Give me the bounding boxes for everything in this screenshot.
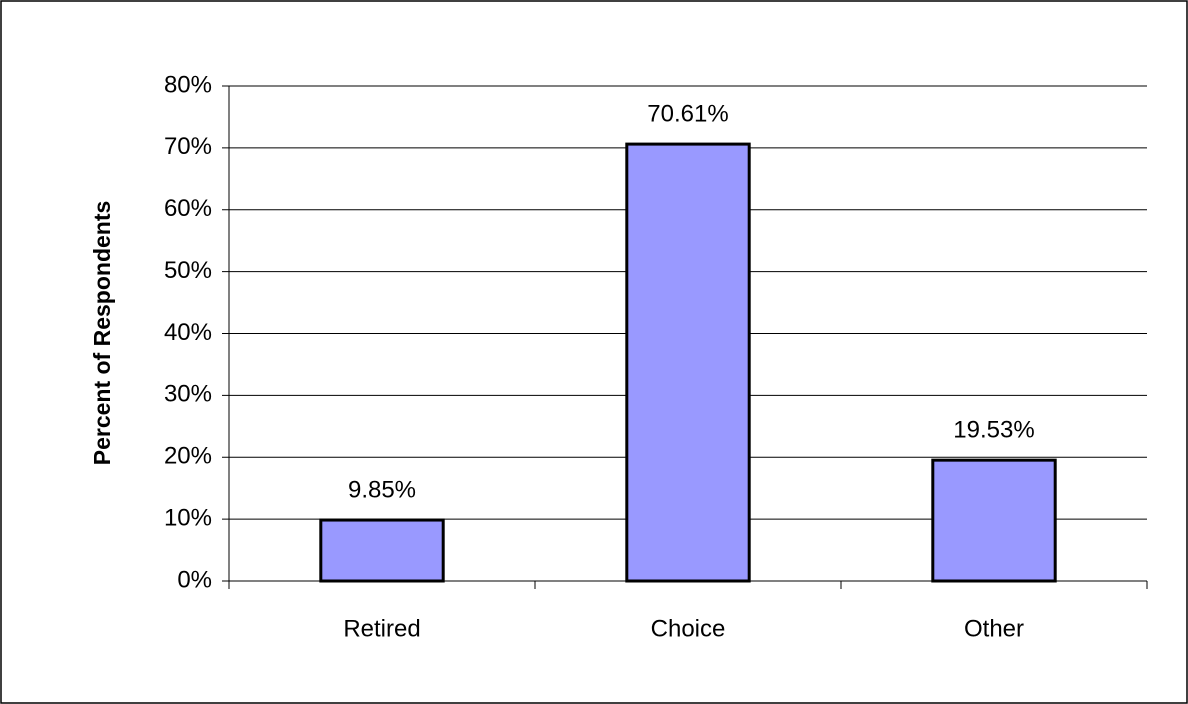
bar bbox=[625, 142, 751, 583]
y-tick-label: 40% bbox=[164, 319, 212, 346]
y-tick-label: 80% bbox=[164, 71, 212, 98]
bar bbox=[319, 518, 445, 583]
y-tick-label: 20% bbox=[164, 443, 212, 470]
value-label: 9.85% bbox=[348, 476, 416, 503]
y-tick-label: 10% bbox=[164, 504, 212, 531]
x-tick-label: Other bbox=[964, 615, 1024, 642]
bar bbox=[931, 458, 1057, 583]
x-tick-label: Choice bbox=[651, 615, 726, 642]
value-label: 19.53% bbox=[953, 417, 1034, 444]
y-axis-label: Percent of Respondents bbox=[89, 201, 115, 466]
y-tick-label: 30% bbox=[164, 381, 212, 408]
x-tick-label: Retired bbox=[343, 615, 420, 642]
y-tick-label: 50% bbox=[164, 257, 212, 284]
y-tick-label: 60% bbox=[164, 195, 212, 222]
y-tick-label: 0% bbox=[177, 566, 212, 593]
value-label: 70.61% bbox=[647, 100, 728, 127]
y-tick-label: 70% bbox=[164, 133, 212, 160]
